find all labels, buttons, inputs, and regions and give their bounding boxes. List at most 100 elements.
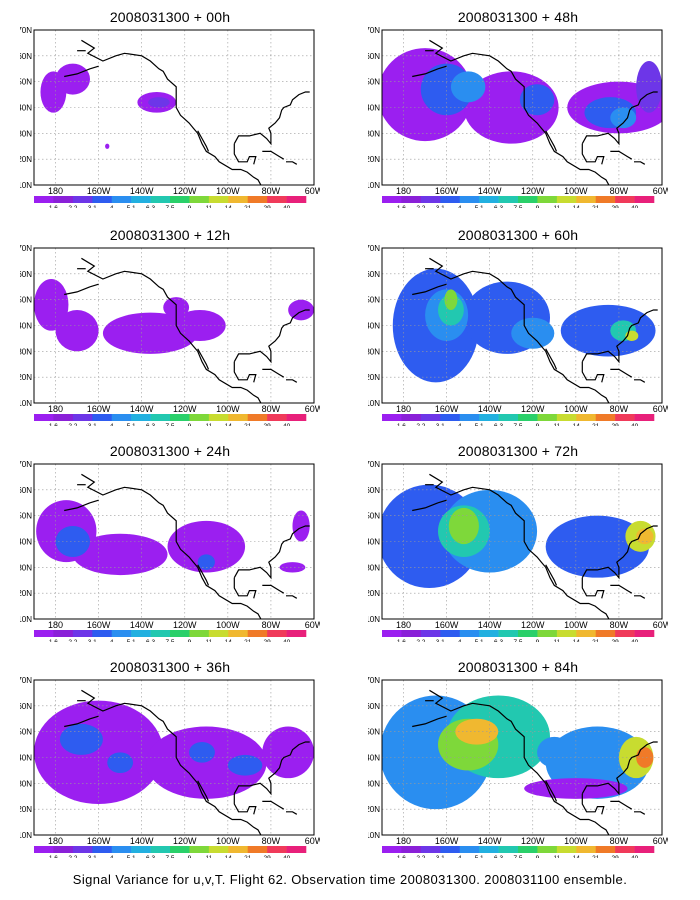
lon-tick-label: 100W [564, 404, 588, 414]
colorbar-swatch [459, 846, 480, 853]
colorbar-label: 5.1 [127, 639, 136, 642]
coastline [437, 499, 447, 504]
lat-tick-label: 70N [368, 460, 380, 469]
colorbar-label: 29 [612, 423, 620, 426]
colorbar-label: 21 [244, 205, 252, 208]
colorbar-swatch [247, 846, 268, 853]
variance-contour [636, 61, 662, 113]
panel-title: 2008031300 + 00h [109, 9, 231, 25]
lon-tick-label: 100W [216, 836, 240, 846]
colorbar-label: 5.1 [475, 423, 484, 426]
lon-tick-label: 140W [478, 620, 502, 630]
coastline [610, 800, 633, 810]
colorbar-swatch [131, 630, 151, 637]
colorbar-swatch [111, 414, 132, 421]
colorbar-label: 4 [110, 855, 114, 858]
lat-tick-label: 40N [20, 322, 32, 331]
map-svg: 10N 20N 30N 40N 50N 60N 70N 180 160W 140W 120W 100W… [368, 26, 668, 208]
coastline [581, 577, 605, 599]
colorbar-swatch [556, 414, 577, 421]
lon-tick-label: 80W [610, 404, 629, 414]
map-panel-12h: 10N 20N 30N 40N 50N 60N 70N 180 160W 140W 120W 100W… [20, 226, 320, 426]
plot-frame [381, 679, 663, 836]
variance-contour [537, 736, 572, 768]
variance-contour [107, 752, 134, 773]
coastline [81, 473, 262, 619]
colorbar-label: 40 [283, 423, 291, 426]
variance-contour [227, 754, 263, 776]
lat-tick-label: 30N [20, 129, 32, 138]
coastline [429, 689, 610, 835]
lon-tick-label: 180 [396, 404, 411, 414]
colorbar-swatch [634, 414, 655, 421]
lat-tick-label: 70N [20, 244, 32, 253]
colorbar-swatch [518, 196, 538, 203]
plot-frame [33, 463, 315, 620]
lon-tick-label: 120W [173, 620, 197, 630]
coastline [197, 564, 210, 586]
colorbar-label: 2.2 [416, 639, 425, 642]
variance-contour [197, 554, 215, 570]
lon-tick-label: 160W [435, 404, 459, 414]
coastlines [412, 689, 658, 835]
colorbar-swatch [286, 630, 307, 637]
lat-tick-label: 30N [368, 129, 380, 138]
coastline [262, 368, 285, 378]
variance-contour [279, 562, 306, 573]
lat-tick-label: 50N [20, 78, 32, 87]
lon-tick-label: 60W [653, 836, 668, 846]
colorbar-label: 5.1 [475, 855, 484, 858]
coastline [581, 525, 658, 580]
map-panel-72h: 10N 20N 30N 40N 50N 60N 70N 180 160W 140W 120W 100W… [368, 442, 668, 642]
colorbar-label: 6.3 [494, 639, 503, 642]
colorbar-label: 9 [536, 205, 540, 208]
lat-tick-label: 30N [20, 779, 32, 788]
lat-tick-label: 20N [20, 805, 32, 814]
lon-tick-label: 180 [48, 404, 63, 414]
variance-contour [450, 71, 486, 103]
colorbar-label: 14 [225, 639, 233, 642]
colorbar-swatch [382, 846, 402, 853]
lon-tick-label: 60W [653, 620, 668, 630]
lat-tick-label: 40N [368, 538, 380, 547]
lat-tick-label: 50N [20, 296, 32, 305]
colorbar-swatch [72, 414, 93, 421]
colorbar-label: 7.5 [513, 639, 522, 642]
colorbar-swatch [92, 414, 113, 421]
coastline [437, 715, 447, 720]
lon-tick-label: 100W [564, 620, 588, 630]
colorbar-label: 4 [110, 423, 114, 426]
map-panel-00h: 10N 20N 30N 40N 50N 60N 70N 180 160W 140W 120W 100W… [20, 8, 320, 208]
colorbar-label: 3.1 [88, 855, 97, 858]
variance-contour [636, 747, 654, 768]
colorbar-label: 1.6 [397, 639, 406, 642]
coastline [197, 780, 210, 802]
colorbar-swatch [92, 846, 113, 853]
lon-tick-label: 100W [216, 186, 240, 196]
colorbar-swatch [131, 846, 151, 853]
colorbar-label: 9 [536, 855, 540, 858]
colorbar-swatch [401, 846, 422, 853]
variance-field [392, 268, 656, 383]
lon-tick-label: 60W [305, 186, 320, 196]
lat-tick-label: 50N [368, 728, 380, 737]
lon-tick-label: 180 [396, 186, 411, 196]
colorbar-swatch [208, 414, 229, 421]
coastline [610, 150, 633, 160]
coastline [233, 525, 310, 580]
colorbar-label: 40 [631, 205, 639, 208]
coastline [233, 741, 310, 796]
colorbar-label: 9 [188, 423, 192, 426]
map-svg: 10N 20N 30N 40N 50N 60N 70N 180 160W 140W 120W 100W… [20, 460, 320, 642]
colorbar-label: 14 [573, 423, 581, 426]
colorbar-swatch [92, 196, 113, 203]
colorbar-label: 14 [225, 855, 233, 858]
colorbar-label: 3.1 [436, 205, 445, 208]
coastline [634, 161, 646, 165]
coastline [262, 800, 285, 810]
colorbar-swatch [401, 630, 422, 637]
colorbar-swatch [595, 630, 616, 637]
coastline [634, 595, 646, 599]
lat-tick-label: 60N [20, 270, 32, 279]
lon-tick-label: 100W [564, 186, 588, 196]
